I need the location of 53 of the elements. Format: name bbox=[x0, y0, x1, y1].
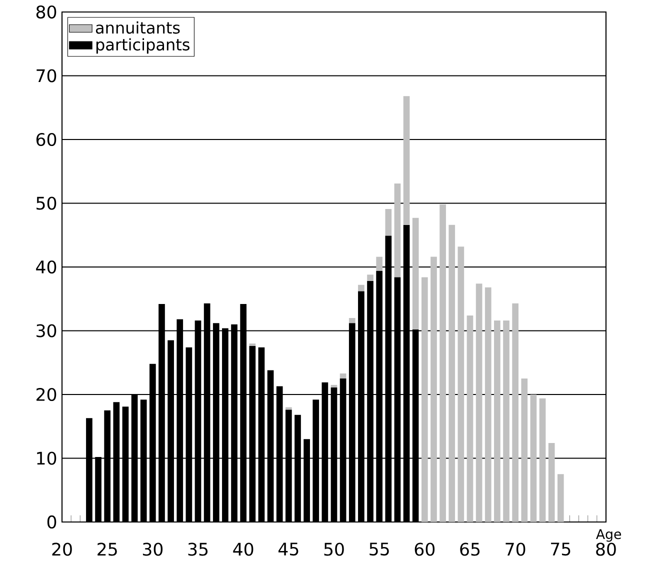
x-tick-label: 40 bbox=[233, 542, 254, 556]
y-tick-label: 80 bbox=[36, 5, 56, 19]
bar bbox=[476, 284, 482, 522]
bar bbox=[466, 315, 474, 522]
bar bbox=[421, 277, 428, 522]
bar bbox=[448, 224, 456, 522]
x-tick-label: 55 bbox=[370, 542, 389, 556]
x-tick-label: 80 bbox=[596, 542, 616, 556]
bar bbox=[458, 246, 464, 522]
x-tick-label: 50 bbox=[324, 542, 344, 556]
bar bbox=[412, 218, 419, 330]
bar bbox=[358, 284, 364, 292]
bar bbox=[340, 373, 346, 379]
x-tick-label: 20 bbox=[52, 542, 72, 556]
x-tick-label: 35 bbox=[188, 542, 208, 556]
x-axis-title: Age bbox=[596, 529, 622, 542]
bar bbox=[367, 274, 374, 282]
bar bbox=[249, 343, 256, 346]
bar bbox=[494, 320, 500, 522]
bar bbox=[440, 204, 446, 522]
x-tick-label: 70 bbox=[506, 542, 526, 556]
bar bbox=[330, 384, 338, 388]
legend-label: participants bbox=[96, 38, 190, 54]
bar bbox=[557, 474, 564, 522]
bar bbox=[503, 320, 510, 522]
x-tick-label: 60 bbox=[414, 542, 435, 556]
y-tick-label: 0 bbox=[47, 515, 56, 529]
bar bbox=[376, 256, 382, 271]
bar bbox=[530, 394, 537, 522]
y-tick-label: 30 bbox=[36, 324, 56, 338]
bar bbox=[484, 287, 492, 522]
x-tick-label: 45 bbox=[278, 542, 298, 556]
x-tick-label: 75 bbox=[551, 542, 570, 556]
bar bbox=[403, 96, 410, 225]
legend-label: annuitants bbox=[96, 21, 180, 34]
y-tick-label: 60 bbox=[36, 132, 56, 146]
bar bbox=[348, 318, 356, 324]
bar bbox=[512, 303, 518, 522]
x-tick-label: 65 bbox=[460, 542, 480, 556]
bar bbox=[548, 442, 555, 522]
y-tick-label: 40 bbox=[36, 260, 56, 274]
bar bbox=[430, 256, 437, 522]
bar bbox=[394, 183, 401, 278]
bar bbox=[285, 407, 292, 410]
y-tick-label: 50 bbox=[36, 196, 56, 210]
x-tick-label: 30 bbox=[142, 542, 163, 556]
bar bbox=[385, 208, 392, 236]
y-tick-label: 10 bbox=[37, 452, 56, 465]
bar bbox=[539, 398, 546, 522]
bar bbox=[521, 378, 528, 522]
y-tick-label: 70 bbox=[36, 69, 56, 82]
x-tick-label: 25 bbox=[98, 542, 117, 556]
y-tick-label: 20 bbox=[36, 388, 56, 402]
